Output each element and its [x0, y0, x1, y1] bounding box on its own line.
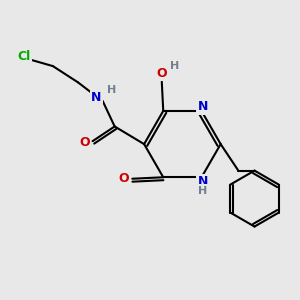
Text: N: N [91, 92, 102, 104]
Text: N: N [198, 175, 208, 188]
Text: H: H [170, 61, 180, 71]
Text: O: O [79, 136, 90, 149]
Text: O: O [157, 67, 167, 80]
Text: Cl: Cl [17, 50, 31, 63]
Text: H: H [198, 185, 208, 196]
Text: O: O [119, 172, 129, 185]
Text: H: H [106, 85, 116, 95]
Text: N: N [198, 100, 208, 113]
